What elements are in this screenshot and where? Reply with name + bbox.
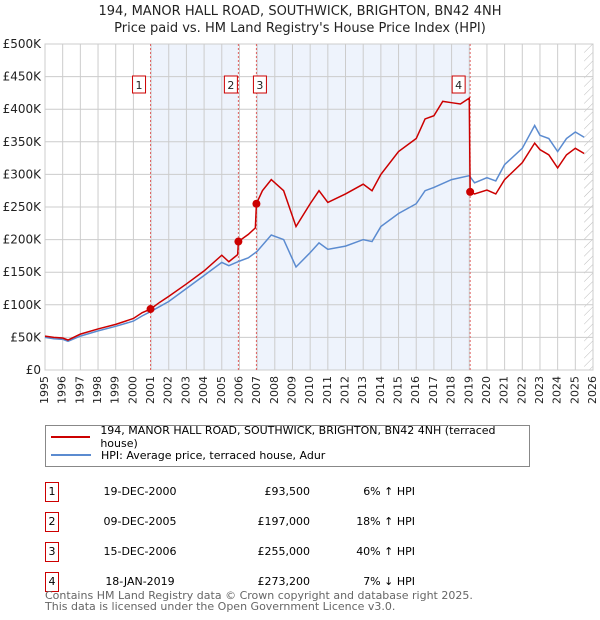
y-tick-label: £350K (3, 135, 43, 149)
x-tick-label: 2006 (232, 376, 245, 404)
sale-price: £93,500 (264, 485, 311, 498)
x-tick-label: 1999 (109, 376, 122, 404)
sale-row: 1 19-DEC-2000 £93,500 6% ↑ HPI (45, 482, 445, 504)
x-tick-label: 2007 (250, 376, 263, 404)
x-tick-label: 2003 (179, 376, 192, 404)
plot-frame (44, 43, 594, 371)
sale-price: £255,000 (257, 545, 311, 558)
y-tick-label: £50K (10, 330, 42, 344)
y-tick-label: £450K (3, 70, 43, 84)
sale-marker-box (132, 75, 147, 94)
sale-date: 18-JAN-2019 (105, 575, 175, 588)
x-tick-label: 2010 (303, 376, 316, 404)
legend-item-hpi: HPI: Average price, terraced house, Adur (51, 447, 325, 463)
x-tick-label: 2016 (409, 376, 422, 404)
x-tick-label: 2011 (321, 376, 334, 404)
chart-subtitle: Price paid vs. HM Land Registry's House … (114, 21, 486, 36)
hpi-line (44, 123, 585, 343)
sale-date: 19-DEC-2000 (103, 485, 177, 498)
sale-number-box: 3 (45, 542, 59, 562)
x-tick-label: 2005 (215, 376, 228, 404)
sale-price: £273,200 (257, 575, 311, 588)
x-tick-label: 2022 (515, 376, 528, 404)
footer-line: Contains HM Land Registry data © Crown c… (45, 589, 473, 602)
x-tick-label: 1996 (56, 376, 69, 404)
legend-item-property: 194, MANOR HALL ROAD, SOUTHWICK, BRIGHTO… (51, 424, 529, 450)
sale-hpi-diff: 6% ↑ HPI (363, 485, 415, 498)
sale-marker-number: 1 (136, 79, 143, 92)
footer: Contains HM Land Registry data © Crown c… (45, 590, 473, 612)
sale-row: 2 09-DEC-2005 £197,000 18% ↑ HPI (45, 512, 445, 534)
sale-marker-box (451, 75, 466, 94)
x-tick-label: 1995 (38, 376, 51, 404)
x-tick-label: 2009 (285, 376, 298, 404)
sale-marker-number: 2 (227, 79, 234, 92)
price-chart: 1995 1996 1997 1998 1999 2000 2001 2002 2003 2004… (3, 37, 599, 404)
x-tick-label: 2026 (586, 376, 599, 404)
sale-hpi-diff: 7% ↓ HPI (363, 575, 415, 588)
sale-number-box: 4 (45, 572, 59, 592)
sale-point (146, 305, 155, 314)
x-tick-label: 2023 (533, 376, 546, 404)
x-tick-label: 2001 (144, 376, 157, 404)
x-tick-label: 2013 (356, 376, 369, 404)
legend-label: HPI: Average price, terraced house, Adur (101, 448, 326, 462)
sale-marker-number: 4 (455, 79, 462, 92)
x-tick-label: 2008 (268, 376, 281, 404)
x-tick-label: 2014 (374, 376, 387, 404)
y-tick-label: £100K (3, 298, 43, 312)
y-tick-label: £0 (26, 363, 41, 377)
x-tick-label: 2025 (568, 376, 581, 404)
sale-point (466, 187, 475, 196)
legend-label: 194, MANOR HALL ROAD, SOUTHWICK, BRIGHTO… (100, 424, 496, 450)
chart-title: 194, MANOR HALL ROAD, SOUTHWICK, BRIGHTO… (98, 4, 502, 19)
x-tick-label: 2018 (445, 376, 458, 404)
sale-row: 3 15-DEC-2006 £255,000 40% ↑ HPI (45, 542, 445, 564)
y-tick-label: £200K (3, 233, 43, 247)
footer-line: This data is licensed under the Open Gov… (45, 600, 396, 613)
legend-swatch-red (51, 436, 91, 438)
x-tick-label: 1997 (73, 376, 86, 404)
y-tick-label: £250K (3, 200, 43, 214)
sale-number-box: 1 (45, 482, 59, 502)
y-tick-label: £300K (3, 167, 43, 181)
sale-date: 15-DEC-2006 (103, 545, 177, 558)
x-tick-label: 2012 (339, 376, 352, 404)
sale-number-box: 2 (45, 512, 59, 532)
sale-marker-number: 3 (256, 79, 263, 92)
sale-hpi-diff: 40% ↑ HPI (356, 545, 415, 558)
x-tick-label: 2004 (197, 376, 210, 404)
sale-point (252, 199, 261, 208)
x-tick-label: 2019 (462, 376, 475, 404)
sale-marker-box (223, 75, 238, 94)
x-tick-label: 2000 (126, 376, 139, 404)
sale-point (234, 237, 243, 246)
sale-row: 4 18-JAN-2019 £273,200 7% ↓ HPI (45, 572, 445, 594)
y-tick-label: £150K (3, 265, 43, 279)
x-tick-label: 2017 (427, 376, 440, 404)
x-tick-label: 2024 (551, 376, 564, 404)
x-tick-label: 1998 (91, 376, 104, 404)
sale-price: £197,000 (257, 515, 311, 528)
sale-marker-box (252, 75, 267, 94)
sale-date: 09-DEC-2005 (103, 515, 177, 528)
y-tick-label: £500K (3, 37, 43, 51)
x-tick-label: 2015 (392, 376, 405, 404)
sale-hpi-diff: 18% ↑ HPI (356, 515, 415, 528)
legend-swatch-blue (51, 454, 91, 456)
y-tick-label: £400K (3, 102, 43, 116)
x-tick-label: 2021 (498, 376, 511, 404)
x-tick-label: 2002 (162, 376, 175, 404)
legend: 194, MANOR HALL ROAD, SOUTHWICK, BRIGHTO… (45, 424, 530, 467)
x-tick-label: 2020 (480, 376, 493, 404)
